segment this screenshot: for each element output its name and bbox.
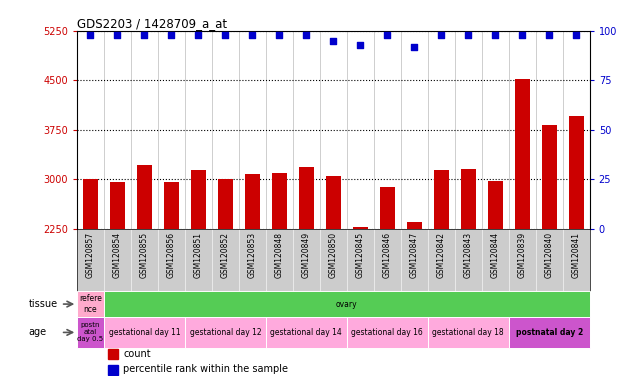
Bar xyxy=(488,181,503,229)
Text: tissue: tissue xyxy=(28,299,58,309)
Bar xyxy=(407,222,422,229)
Text: GSM120857: GSM120857 xyxy=(86,232,95,278)
Bar xyxy=(77,317,104,348)
Text: gestational day 11: gestational day 11 xyxy=(108,328,180,337)
Point xyxy=(221,31,231,38)
Text: GSM120855: GSM120855 xyxy=(140,232,149,278)
Bar xyxy=(461,169,476,229)
Point xyxy=(85,31,96,38)
Text: gestational day 18: gestational day 18 xyxy=(433,328,504,337)
Bar xyxy=(266,317,347,348)
Text: GSM120840: GSM120840 xyxy=(545,232,554,278)
Point xyxy=(544,31,554,38)
Point xyxy=(571,31,581,38)
Text: GSM120843: GSM120843 xyxy=(464,232,473,278)
Bar xyxy=(164,182,179,229)
Text: gestational day 14: gestational day 14 xyxy=(271,328,342,337)
Bar xyxy=(299,167,313,229)
Text: GSM120849: GSM120849 xyxy=(302,232,311,278)
Bar xyxy=(515,79,529,229)
Bar xyxy=(542,124,556,229)
Point xyxy=(517,31,528,38)
Text: GSM120841: GSM120841 xyxy=(572,232,581,278)
Bar xyxy=(380,187,395,229)
Bar xyxy=(104,317,185,348)
Point xyxy=(193,31,203,38)
Point xyxy=(247,31,258,38)
Text: ovary: ovary xyxy=(336,300,358,309)
Bar xyxy=(83,179,98,229)
Text: GSM120844: GSM120844 xyxy=(491,232,500,278)
Text: GSM120854: GSM120854 xyxy=(113,232,122,278)
Text: GSM120845: GSM120845 xyxy=(356,232,365,278)
Point xyxy=(355,41,365,48)
Text: gestational day 12: gestational day 12 xyxy=(190,328,261,337)
Bar xyxy=(77,291,104,317)
Text: GSM120848: GSM120848 xyxy=(275,232,284,278)
Text: postnatal day 2: postnatal day 2 xyxy=(515,328,583,337)
Bar xyxy=(347,317,428,348)
Bar xyxy=(434,170,449,229)
Text: GSM120856: GSM120856 xyxy=(167,232,176,278)
Point xyxy=(382,31,392,38)
Bar xyxy=(428,317,509,348)
Text: gestational day 16: gestational day 16 xyxy=(351,328,423,337)
Bar xyxy=(509,317,590,348)
Bar xyxy=(326,176,341,229)
Bar xyxy=(108,349,118,359)
Text: GSM120853: GSM120853 xyxy=(248,232,257,278)
Point xyxy=(139,31,149,38)
Bar xyxy=(245,174,260,229)
Bar xyxy=(191,169,206,229)
Bar xyxy=(569,116,584,229)
Bar xyxy=(353,227,368,229)
Point xyxy=(301,31,312,38)
Point xyxy=(436,31,446,38)
Text: GSM120852: GSM120852 xyxy=(221,232,230,278)
Point xyxy=(328,38,338,44)
Point xyxy=(490,31,501,38)
Text: count: count xyxy=(123,349,151,359)
Point xyxy=(112,31,122,38)
Point xyxy=(463,31,474,38)
Text: GDS2203 / 1428709_a_at: GDS2203 / 1428709_a_at xyxy=(77,17,227,30)
Text: refere
nce: refere nce xyxy=(79,295,102,314)
Bar xyxy=(108,365,118,375)
Text: postn
atal
day 0.5: postn atal day 0.5 xyxy=(78,323,103,343)
Bar xyxy=(272,173,287,229)
Bar xyxy=(110,182,125,229)
Text: GSM120851: GSM120851 xyxy=(194,232,203,278)
Bar xyxy=(185,317,266,348)
Text: age: age xyxy=(28,328,46,338)
Text: GSM120842: GSM120842 xyxy=(437,232,445,278)
Text: percentile rank within the sample: percentile rank within the sample xyxy=(123,364,288,374)
Bar xyxy=(218,179,233,229)
Point xyxy=(409,43,419,50)
Point xyxy=(274,31,285,38)
Text: GSM120846: GSM120846 xyxy=(383,232,392,278)
Bar xyxy=(137,165,152,229)
Text: GSM120839: GSM120839 xyxy=(518,232,527,278)
Point xyxy=(166,31,176,38)
Text: GSM120850: GSM120850 xyxy=(329,232,338,278)
Text: GSM120847: GSM120847 xyxy=(410,232,419,278)
